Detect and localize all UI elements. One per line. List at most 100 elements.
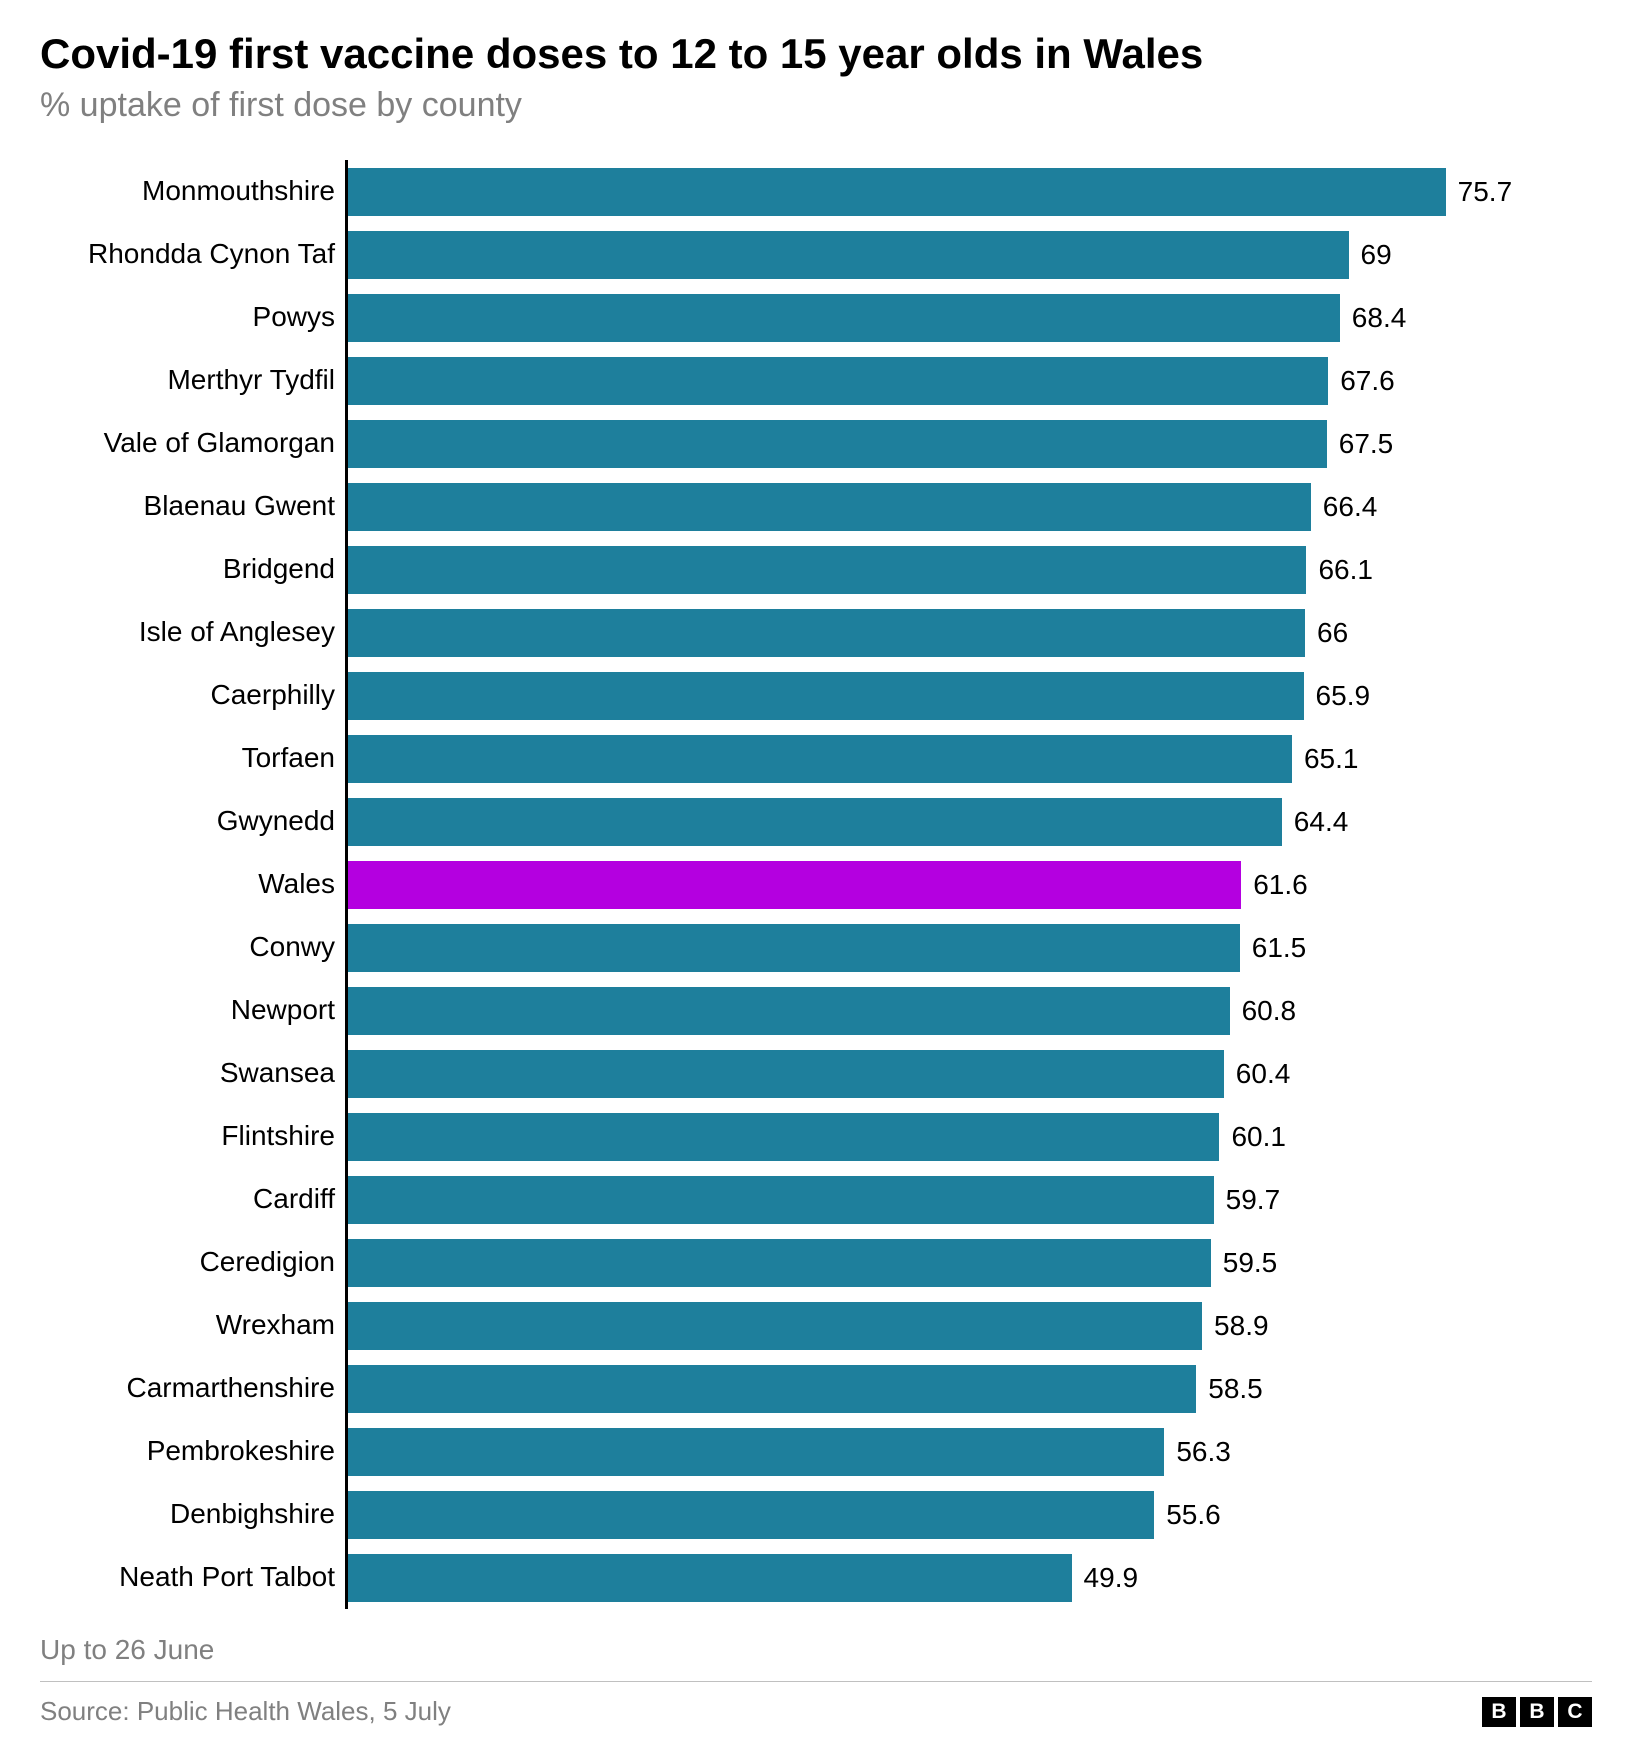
row-value: 66.1	[1318, 554, 1373, 586]
bar-track: 68.4	[345, 294, 1592, 342]
row-label: Carmarthenshire	[40, 1373, 335, 1404]
row-label: Wales	[40, 869, 335, 900]
bar	[348, 798, 1282, 846]
bar	[348, 357, 1328, 405]
row-label: Blaenau Gwent	[40, 491, 335, 522]
chart-row: Wales61.6	[345, 853, 1592, 916]
chart-row: Merthyr Tydfil67.6	[345, 349, 1592, 412]
bar-track: 69	[345, 231, 1592, 279]
bar	[348, 294, 1340, 342]
row-value: 61.6	[1253, 869, 1308, 901]
row-label: Swansea	[40, 1058, 335, 1089]
chart-row: Conwy61.5	[345, 916, 1592, 979]
bar	[348, 1365, 1196, 1413]
row-label: Denbighshire	[40, 1499, 335, 1530]
row-label: Powys	[40, 302, 335, 333]
row-value: 67.6	[1340, 365, 1395, 397]
row-label: Neath Port Talbot	[40, 1562, 335, 1593]
bar	[348, 1176, 1214, 1224]
row-value: 59.5	[1223, 1247, 1278, 1279]
chart-row: Neath Port Talbot49.9	[345, 1546, 1592, 1609]
chart-row: Bridgend66.1	[345, 538, 1592, 601]
row-value: 58.5	[1208, 1373, 1263, 1405]
row-value: 58.9	[1214, 1310, 1269, 1342]
row-label: Wrexham	[40, 1310, 335, 1341]
row-value: 56.3	[1176, 1436, 1231, 1468]
bar-track: 66.4	[345, 483, 1592, 531]
bar	[348, 483, 1311, 531]
bar	[348, 735, 1292, 783]
row-value: 60.8	[1242, 995, 1297, 1027]
row-value: 69	[1361, 239, 1392, 271]
chart-row: Cardiff59.7	[345, 1168, 1592, 1231]
bar-track: 56.3	[345, 1428, 1592, 1476]
bar-track: 59.5	[345, 1239, 1592, 1287]
row-value: 49.9	[1084, 1562, 1139, 1594]
chart-footnote: Up to 26 June	[40, 1634, 1592, 1666]
chart-row: Ceredigion59.5	[345, 1231, 1592, 1294]
row-value: 68.4	[1352, 302, 1407, 334]
bar	[348, 1428, 1164, 1476]
bar	[348, 1050, 1224, 1098]
bar	[348, 609, 1305, 657]
row-label: Ceredigion	[40, 1247, 335, 1278]
row-label: Torfaen	[40, 743, 335, 774]
bar	[348, 1302, 1202, 1350]
bar-track: 66.1	[345, 546, 1592, 594]
row-value: 66.4	[1323, 491, 1378, 523]
chart-row: Torfaen65.1	[345, 727, 1592, 790]
bar	[348, 987, 1230, 1035]
row-value: 65.9	[1316, 680, 1371, 712]
row-value: 75.7	[1458, 176, 1513, 208]
bar-highlight	[348, 861, 1241, 909]
bar-track: 65.1	[345, 735, 1592, 783]
row-label: Caerphilly	[40, 680, 335, 711]
bar-track: 58.9	[345, 1302, 1592, 1350]
bar	[348, 546, 1306, 594]
chart-row: Swansea60.4	[345, 1042, 1592, 1105]
chart-row: Newport60.8	[345, 979, 1592, 1042]
chart-row: Rhondda Cynon Taf69	[345, 223, 1592, 286]
footer-divider	[40, 1681, 1592, 1682]
bar-track: 58.5	[345, 1365, 1592, 1413]
chart-row: Denbighshire55.6	[345, 1483, 1592, 1546]
bar-track: 60.1	[345, 1113, 1592, 1161]
chart-row: Carmarthenshire58.5	[345, 1357, 1592, 1420]
bbc-logo: B B C	[1482, 1697, 1592, 1727]
chart-row: Monmouthshire75.7	[345, 160, 1592, 223]
bar-chart: Monmouthshire75.7Rhondda Cynon Taf69Powy…	[40, 160, 1592, 1609]
chart-row: Vale of Glamorgan67.5	[345, 412, 1592, 475]
row-value: 66	[1317, 617, 1348, 649]
bar	[348, 1491, 1154, 1539]
row-label: Newport	[40, 995, 335, 1026]
chart-row: Pembrokeshire56.3	[345, 1420, 1592, 1483]
chart-row: Caerphilly65.9	[345, 664, 1592, 727]
bar-track: 59.7	[345, 1176, 1592, 1224]
row-label: Monmouthshire	[40, 176, 335, 207]
chart-row: Flintshire60.1	[345, 1105, 1592, 1168]
chart-row: Wrexham58.9	[345, 1294, 1592, 1357]
bar	[348, 168, 1446, 216]
bar	[348, 672, 1304, 720]
bar-track: 66	[345, 609, 1592, 657]
bar	[348, 1239, 1211, 1287]
chart-subtitle: % uptake of first dose by county	[40, 86, 1592, 125]
bar-track: 60.4	[345, 1050, 1592, 1098]
bbc-logo-letter: C	[1558, 1697, 1592, 1727]
row-label: Rhondda Cynon Taf	[40, 239, 335, 270]
chart-row: Gwynedd64.4	[345, 790, 1592, 853]
bbc-logo-letter: B	[1482, 1697, 1516, 1727]
bar-track: 49.9	[345, 1554, 1592, 1602]
bar	[348, 231, 1349, 279]
row-value: 65.1	[1304, 743, 1359, 775]
bar-track: 67.5	[345, 420, 1592, 468]
bar	[348, 420, 1327, 468]
row-label: Bridgend	[40, 554, 335, 585]
row-value: 61.5	[1252, 932, 1307, 964]
row-label: Cardiff	[40, 1184, 335, 1215]
row-value: 64.4	[1294, 806, 1349, 838]
row-value: 59.7	[1226, 1184, 1281, 1216]
bar-track: 61.5	[345, 924, 1592, 972]
row-value: 55.6	[1166, 1499, 1221, 1531]
chart-row: Isle of Anglesey66	[345, 601, 1592, 664]
